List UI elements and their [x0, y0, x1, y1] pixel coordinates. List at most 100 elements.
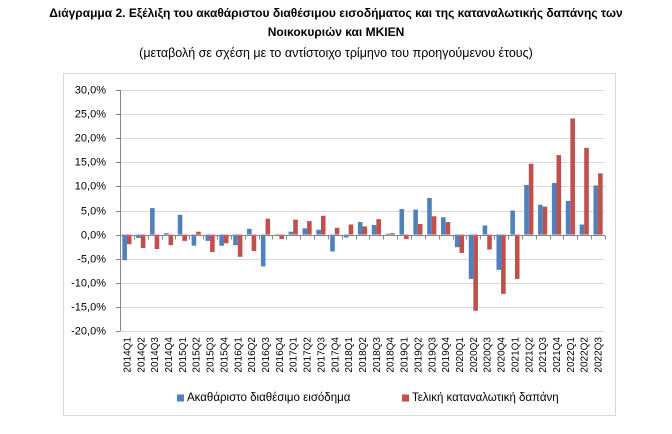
x-tick-label: 2017Q2: [303, 337, 314, 373]
bar-income-2022Q1: [565, 200, 571, 235]
y-tick-label: 15,0%: [75, 157, 106, 169]
bar-consumption-2017Q2: [307, 221, 312, 235]
bar-consumption-2018Q1: [348, 224, 354, 235]
bar-consumption-2019Q1: [404, 234, 409, 239]
bar-consumption-2021Q4: [556, 155, 562, 235]
y-tick-label: -20,0%: [71, 326, 106, 338]
x-tick-label: 2021Q1: [510, 337, 521, 373]
x-tick-label: 2015Q3: [206, 337, 217, 373]
x-tick-label: 2017Q3: [316, 337, 327, 373]
x-tick-label: 2015Q1: [178, 337, 189, 373]
bar-income-2016Q3: [260, 234, 266, 267]
bar-income-2020Q4: [496, 234, 502, 270]
legend-label-income: Ακαθάριστο διαθέσιμο εισόδημα: [187, 392, 351, 404]
bar-income-2021Q1: [510, 210, 515, 235]
bar-income-2015Q1: [177, 214, 183, 235]
y-tick-label: -10,0%: [71, 278, 106, 290]
bar-consumption-2017Q1: [293, 219, 298, 235]
bar-consumption-2014Q4: [168, 234, 174, 246]
bar-income-2019Q3: [427, 197, 432, 235]
legend-swatch-income: [177, 394, 184, 402]
x-tick-label: 2021Q2: [524, 337, 535, 373]
bar-consumption-2019Q4: [445, 222, 451, 235]
x-tick-label: 2017Q1: [289, 337, 300, 373]
x-tick-label: 2014Q2: [136, 337, 147, 373]
bar-consumption-2016Q4: [279, 234, 284, 239]
bar-income-2021Q4: [551, 183, 557, 235]
bar-income-2015Q4: [219, 234, 224, 246]
y-tick-label: 25,0%: [75, 109, 106, 121]
bar-consumption-2020Q2: [473, 234, 478, 311]
x-tick-label: 2020Q4: [497, 337, 508, 373]
bar-income-2020Q2: [468, 234, 474, 279]
bar-consumption-2022Q1: [570, 118, 575, 235]
bar-consumption-2016Q3: [265, 218, 271, 235]
y-tick-label: -5,0%: [77, 254, 106, 266]
legend: Ακαθάριστο διαθέσιμο εισόδημα Τελική κατ…: [177, 392, 559, 404]
chart-title-line-2: Νοικοκυριών και ΜΚΙΕΝ: [267, 25, 405, 39]
x-tick-label: 2020Q2: [469, 337, 480, 373]
bar-consumption-2020Q4: [501, 234, 506, 294]
bar-income-2016Q1: [233, 234, 238, 246]
bar-income-2018Q1: [344, 234, 349, 238]
x-tick-label: 2018Q2: [358, 337, 369, 373]
x-tick-label: 2014Q3: [150, 337, 161, 373]
bar-income-2021Q3: [538, 204, 543, 235]
x-tick-label: 2022Q1: [566, 337, 577, 373]
y-tick-label: 0,0%: [81, 230, 106, 242]
bar-consumption-2017Q3: [320, 215, 326, 235]
x-tick-label: 2019Q1: [400, 337, 411, 373]
bar-income-2018Q3: [371, 224, 377, 235]
bar-consumption-2017Q4: [334, 227, 340, 235]
bar-consumption-2016Q1: [237, 234, 243, 257]
x-tick-label: 2019Q3: [427, 337, 438, 373]
x-tick-label: 2018Q1: [344, 337, 355, 373]
x-tick-label: 2022Q3: [594, 337, 605, 373]
bar-income-2017Q1: [288, 231, 294, 235]
bar-consumption-2020Q3: [487, 234, 492, 250]
bar-chart: -20,0% -15,0% -10,0% -5,0% 0,0% 5,0% 10,0% 15,0…: [63, 73, 616, 416]
x-tick-label: 2019Q2: [413, 337, 424, 373]
bar-income-2015Q3: [205, 234, 211, 241]
y-axis: -20,0% -15,0% -10,0% -5,0% 0,0% 5,0% 10,0% 15,0…: [71, 85, 121, 338]
x-tick-label: 2019Q4: [441, 337, 452, 373]
bar-consumption-2015Q4: [223, 234, 229, 244]
y-tick-label: 5,0%: [81, 206, 106, 218]
legend-label-consumption: Τελική καταναλωτική δαπάνη: [412, 392, 559, 404]
bar-income-2019Q4: [441, 217, 446, 235]
bar-income-2021Q2: [524, 184, 529, 235]
x-tick-label: 2014Q4: [164, 337, 175, 373]
gridlines: [120, 90, 605, 332]
y-tick-label: 20,0%: [75, 133, 106, 145]
bar-consumption-2018Q4: [390, 233, 395, 235]
bar-income-2015Q2: [191, 234, 197, 246]
bar-consumption-2015Q3: [210, 234, 215, 252]
y-tick-label: -15,0%: [71, 302, 106, 314]
bar-income-2020Q3: [482, 225, 488, 235]
x-tick-label: 2020Q1: [455, 337, 466, 373]
bar-consumption-2020Q1: [459, 234, 465, 253]
bar-consumption-2014Q1: [126, 234, 132, 245]
x-axis: 2014Q1 2014Q2 2014Q3 2014Q4 2015Q1 2015Q2 2015…: [120, 235, 606, 373]
x-tick-label: 2017Q4: [330, 337, 341, 373]
bar-income-2018Q2: [357, 222, 363, 235]
legend-swatch-consumption: [402, 394, 409, 402]
bar-consumption-2021Q2: [528, 163, 534, 235]
bar-income-2014Q2: [136, 234, 141, 238]
x-tick-label: 2015Q4: [219, 337, 230, 373]
x-tick-label: 2020Q3: [483, 337, 494, 373]
bar-income-2017Q2: [302, 228, 308, 235]
bar-consumption-2014Q3: [154, 234, 160, 250]
bar-income-2014Q3: [150, 208, 155, 235]
x-tick-label: 2018Q4: [386, 337, 397, 373]
bar-income-2014Q4: [163, 233, 169, 235]
bar-consumption-2018Q3: [376, 219, 381, 235]
bar-consumption-2019Q2: [417, 224, 423, 235]
bar-income-2018Q4: [385, 233, 391, 235]
y-tick-label: 30,0%: [75, 85, 106, 97]
x-tick-label: 2016Q3: [261, 337, 272, 373]
bar-consumption-2015Q1: [182, 234, 187, 241]
bar-consumption-2021Q3: [542, 206, 548, 235]
bar-income-2016Q2: [247, 228, 252, 235]
